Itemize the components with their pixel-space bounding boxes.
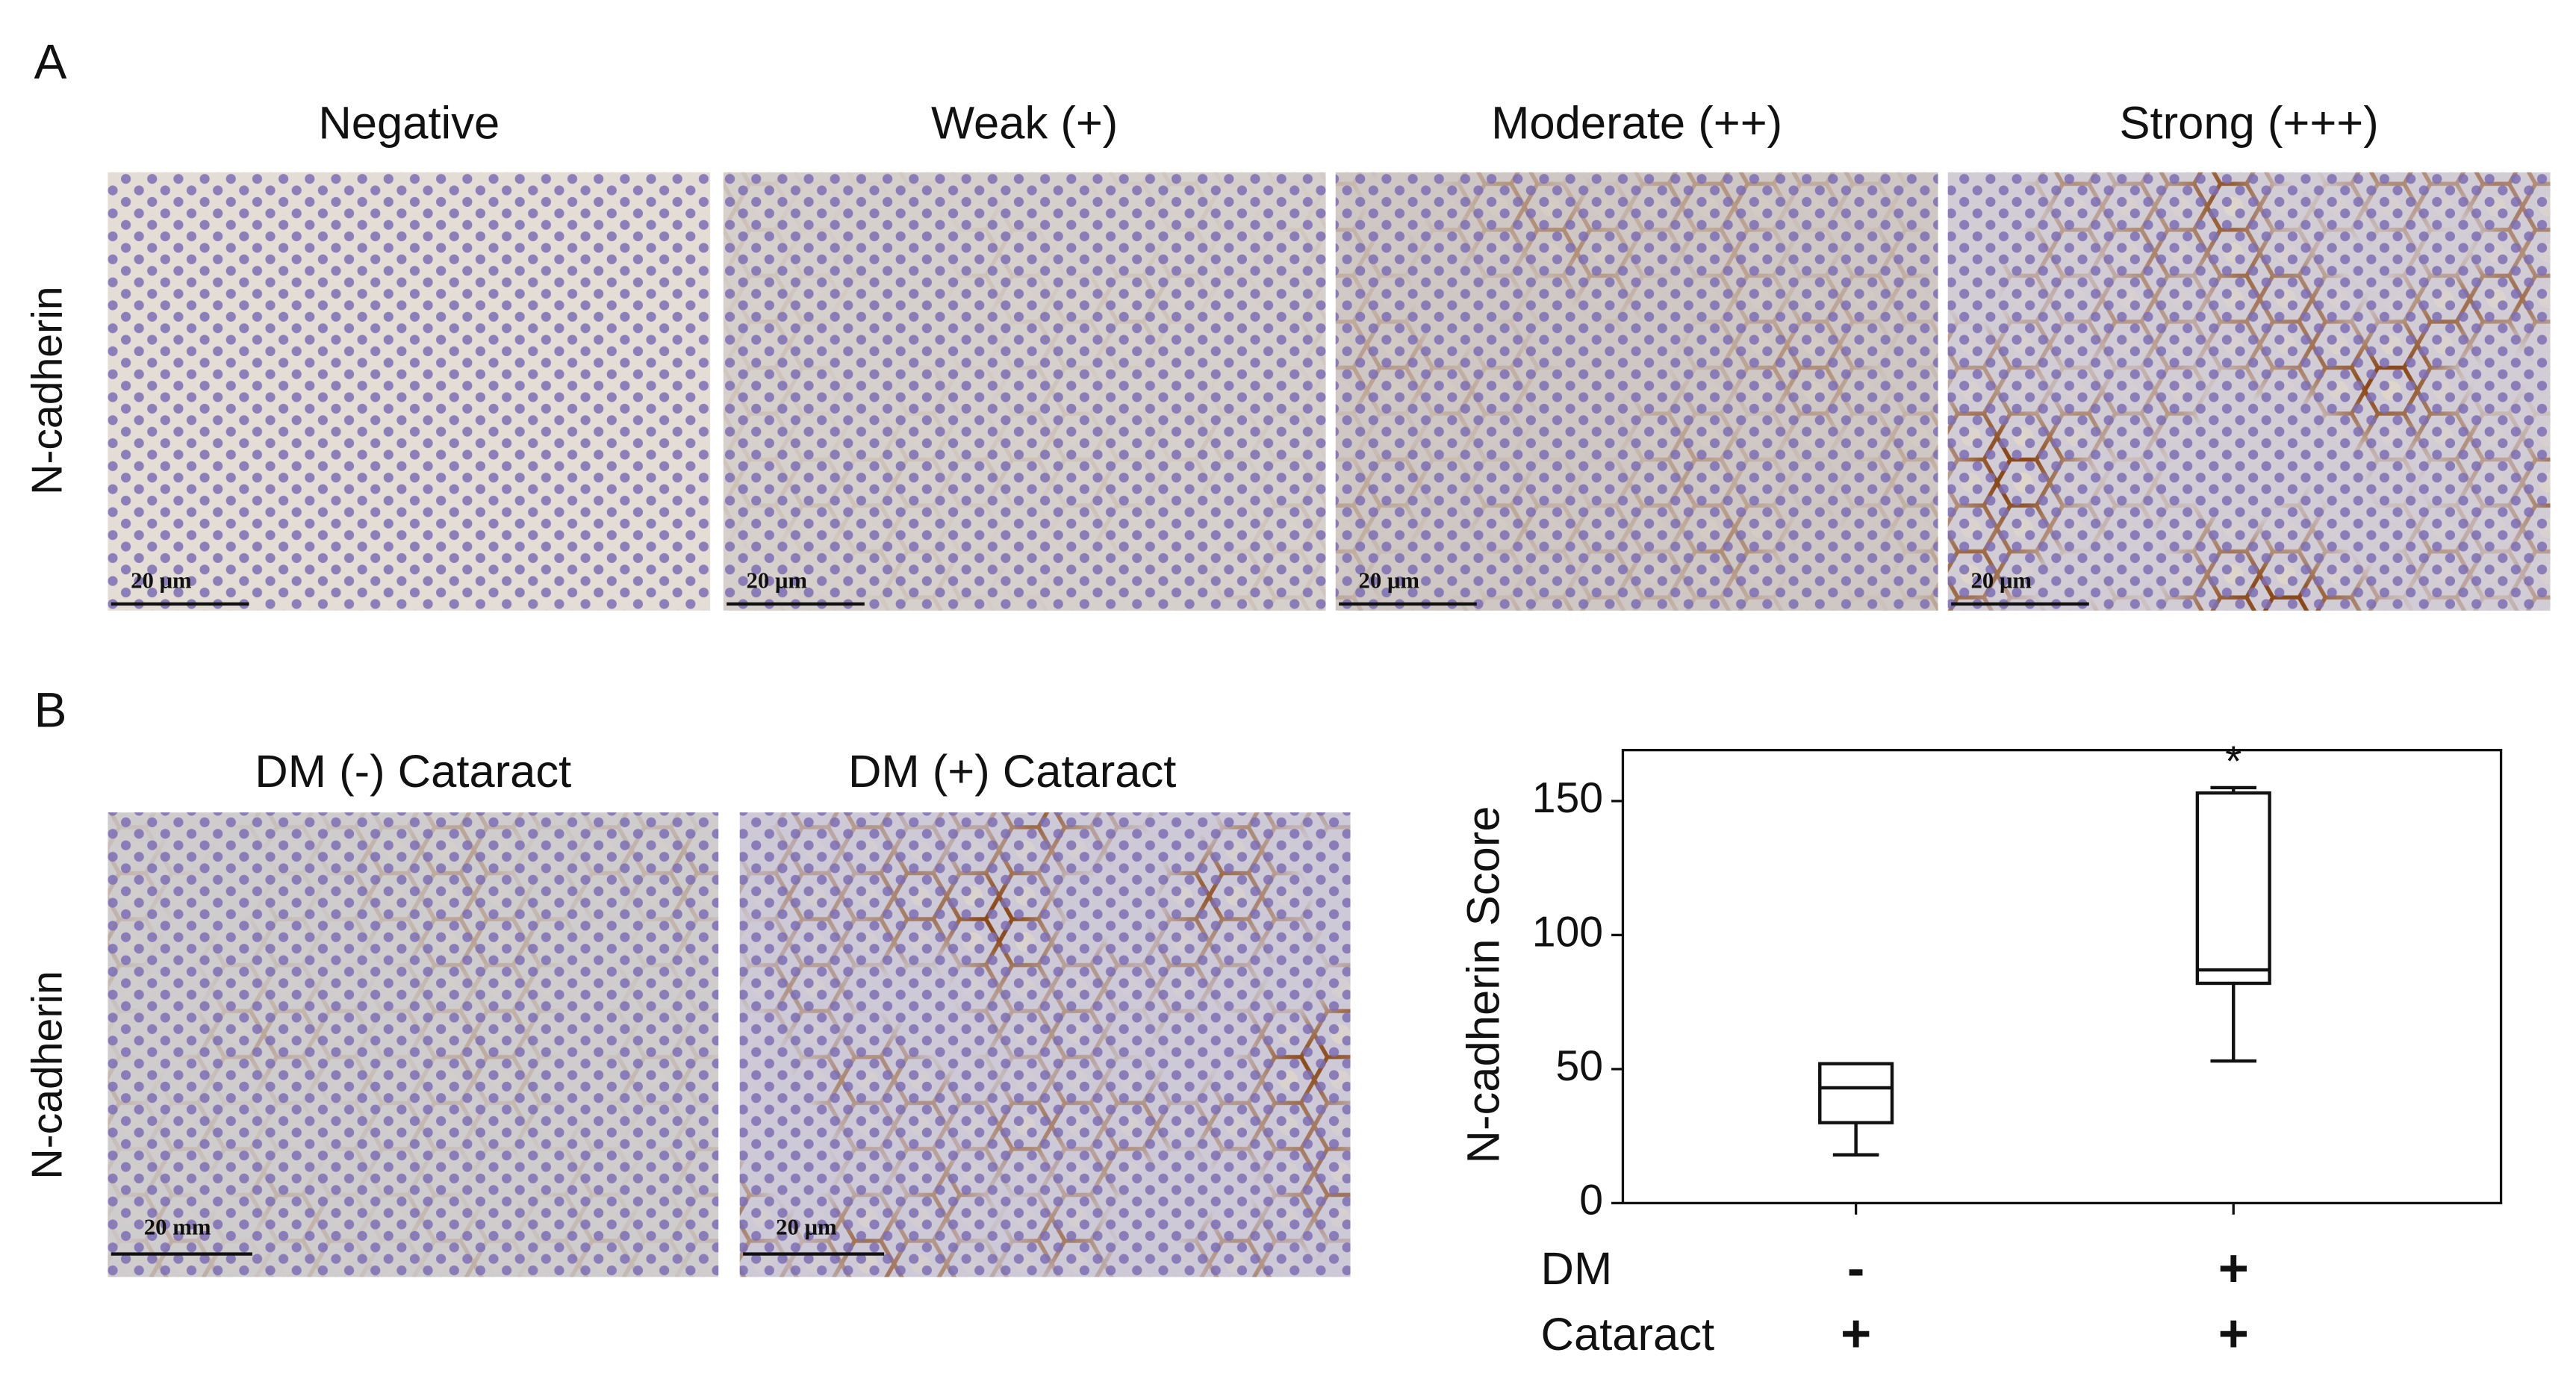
y-tick-label: 100 xyxy=(1532,908,1603,956)
scale-bar-label: 20 μm xyxy=(1359,567,1420,593)
group-label: + xyxy=(1841,1304,1871,1363)
micrograph xyxy=(1947,172,2551,611)
nuclei xyxy=(723,172,1326,611)
row-label: N-cadherin xyxy=(24,286,72,494)
plot-frame xyxy=(1621,748,2503,1205)
panel-label: A xyxy=(34,34,66,89)
scale-bar-label: 20 μm xyxy=(131,567,192,593)
micrograph xyxy=(1335,172,1938,611)
nuclei xyxy=(1335,172,1938,611)
y-tick-label: 50 xyxy=(1556,1042,1604,1090)
significance-mark: * xyxy=(2225,738,2241,785)
nuclei xyxy=(108,172,711,611)
image-title: DM (+) Cataract xyxy=(848,746,1176,797)
micrograph xyxy=(723,172,1326,611)
row-label: Cataract xyxy=(1541,1309,1715,1360)
box xyxy=(1818,1062,1894,1124)
scale-bar-label: 20 μm xyxy=(1971,567,2032,593)
scale-bar-label: 20 mm xyxy=(144,1215,211,1240)
nuclei xyxy=(1947,172,2551,611)
group-label: - xyxy=(1847,1238,1864,1297)
image-title: Negative xyxy=(318,98,500,149)
nuclei xyxy=(108,812,719,1277)
image-title: DM (-) Cataract xyxy=(255,746,571,797)
y-axis-label: N-cadherin Score xyxy=(1457,806,1509,1164)
image-title: Moderate (++) xyxy=(1491,98,1782,149)
group-label: + xyxy=(2218,1304,2249,1363)
y-tick-label: 150 xyxy=(1532,774,1603,822)
image-title: Strong (+++) xyxy=(2119,98,2378,149)
image-title: Weak (+) xyxy=(931,98,1118,149)
micrograph xyxy=(108,812,719,1277)
nuclei xyxy=(739,812,1351,1277)
scale-bar-label: 20 μm xyxy=(776,1215,837,1240)
box xyxy=(2195,791,2271,986)
y-tick-label: 0 xyxy=(1579,1176,1603,1224)
row-label: N-cadherin xyxy=(24,971,72,1179)
row-label: DM xyxy=(1541,1243,1613,1295)
micrograph xyxy=(108,172,711,611)
panel-label: B xyxy=(34,682,66,738)
group-label: + xyxy=(2218,1238,2249,1297)
micrograph xyxy=(739,812,1351,1277)
scale-bar-label: 20 μm xyxy=(747,567,808,593)
